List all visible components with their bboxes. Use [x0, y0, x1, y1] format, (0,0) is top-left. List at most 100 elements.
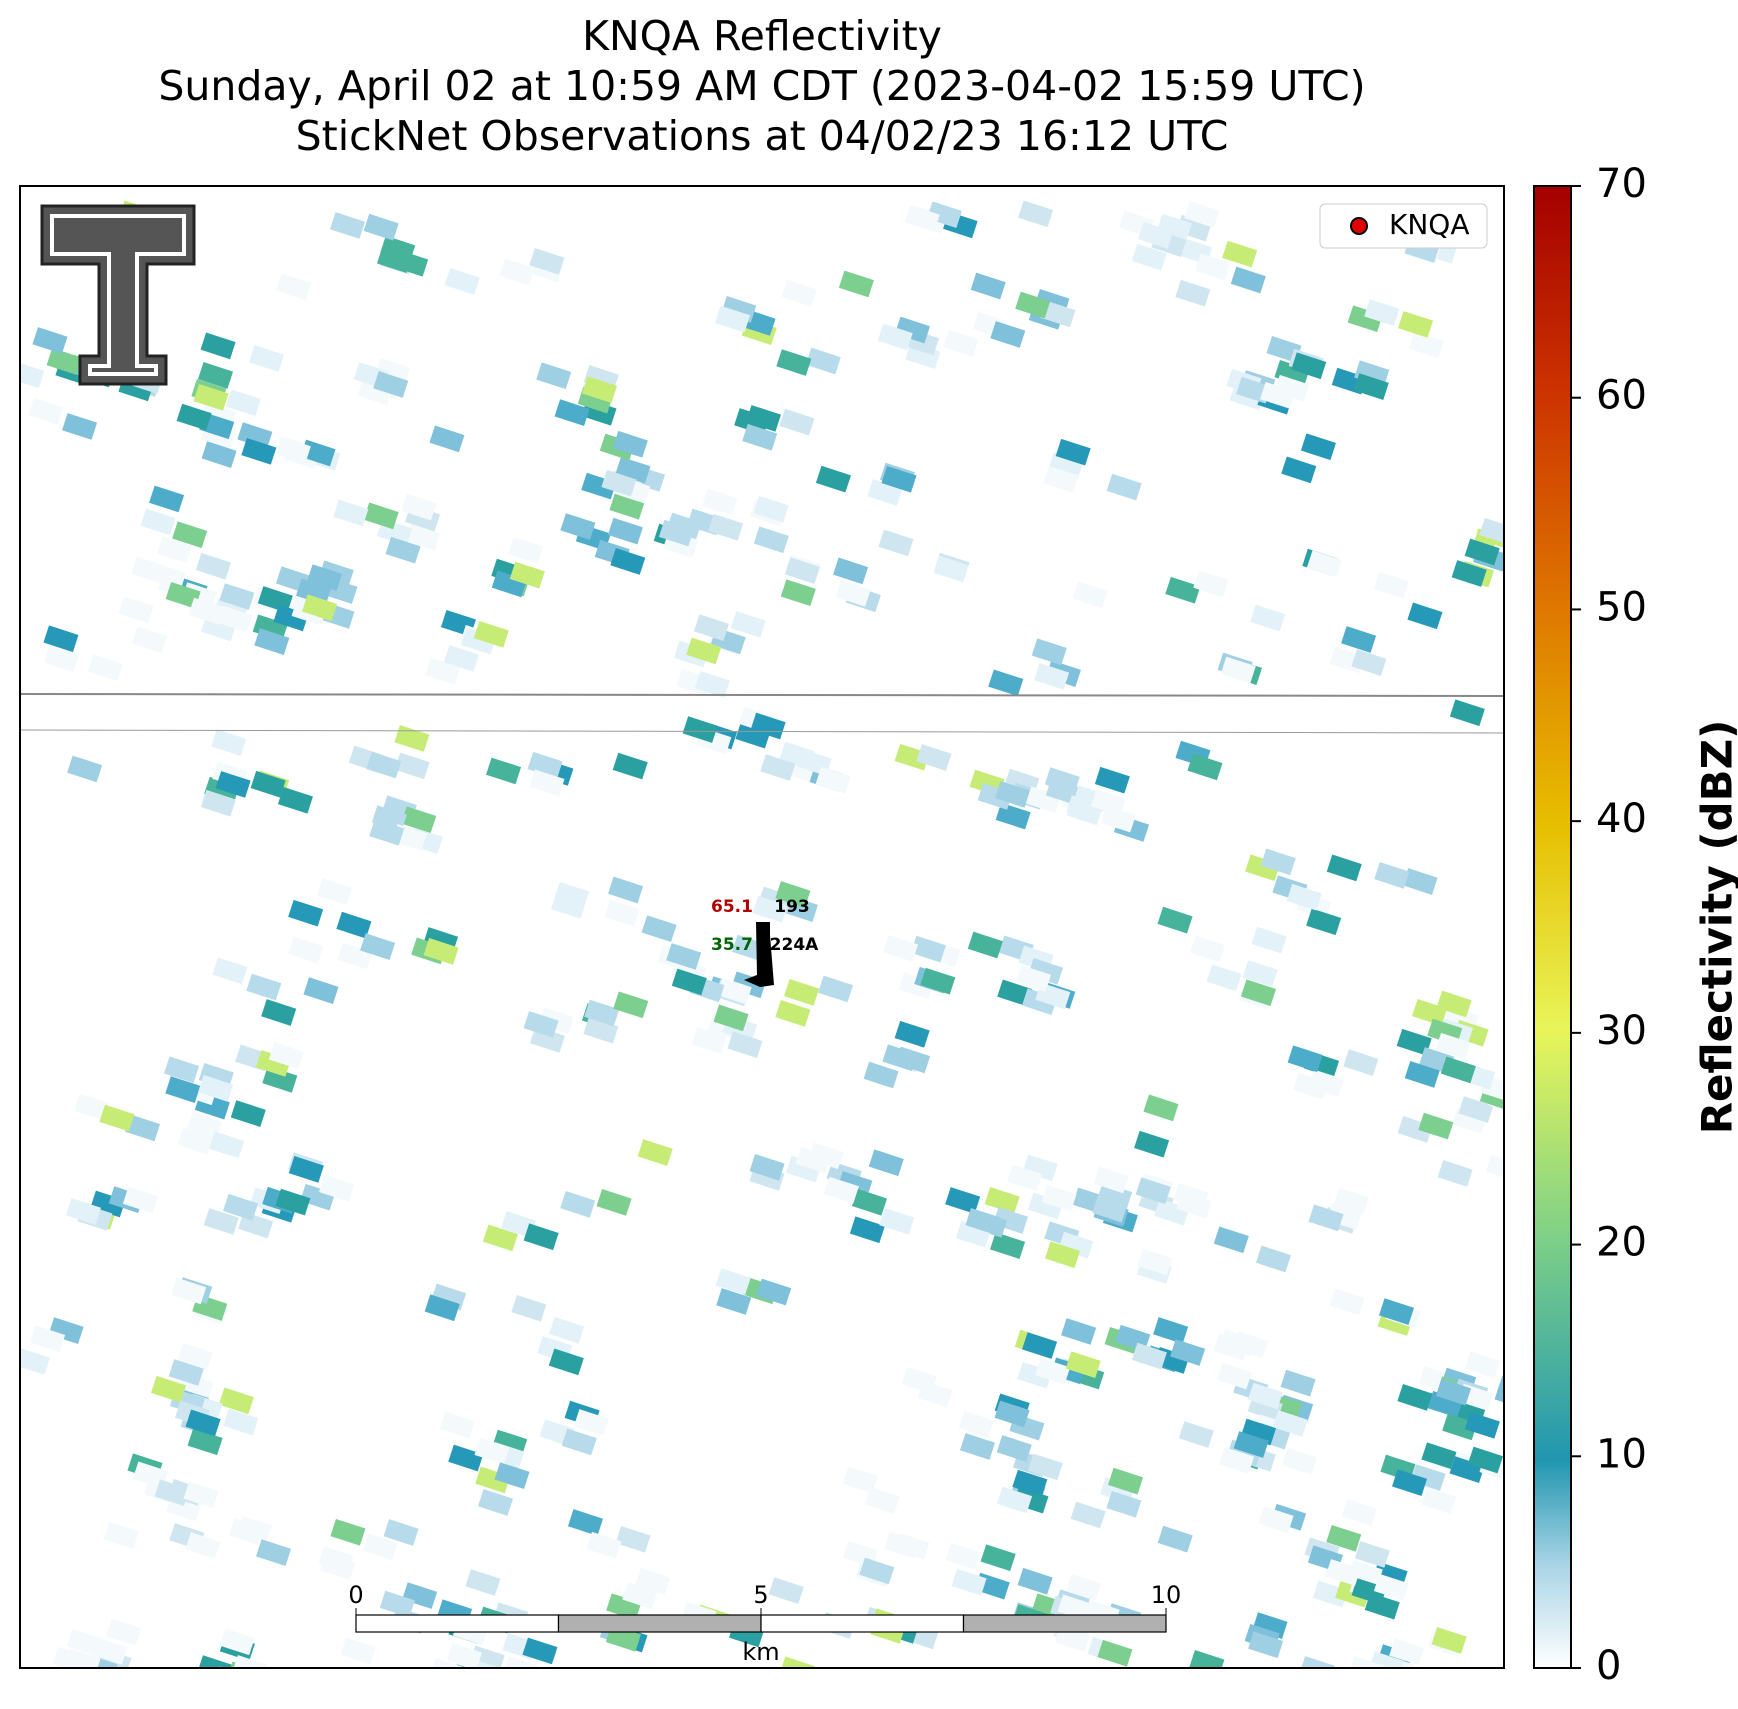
subtitle: StickNet Observations at 04/02/23 16:12 …: [296, 112, 1229, 160]
radar-pixel: [1329, 1288, 1364, 1315]
radar-pixel: [782, 280, 817, 307]
radar-pixel: [1193, 571, 1228, 598]
radar-pixel: [816, 466, 851, 493]
radar-pixel: [818, 976, 853, 1003]
radar-pixel: [549, 1317, 584, 1344]
scale-segment: [559, 1615, 762, 1632]
radar-pixel: [1398, 311, 1433, 338]
colorbar-tick-label: 50: [1596, 584, 1647, 630]
radar-pixel: [683, 716, 718, 743]
radar-pixel: [317, 878, 352, 905]
radar-pixel: [610, 548, 645, 575]
radar-pixel: [429, 425, 464, 452]
radar-pixel: [478, 1489, 513, 1516]
radar-pixel: [1022, 1332, 1057, 1359]
radar-pixel: [894, 1533, 929, 1560]
radar-pixel: [394, 725, 429, 752]
radar-pixel: [574, 1409, 609, 1436]
radar-pixel: [1221, 657, 1256, 684]
radar-pixel: [1097, 1640, 1132, 1667]
radar-pixel: [764, 1689, 799, 1705]
radar-pixel: [613, 753, 648, 780]
radar-pixel: [694, 614, 729, 641]
colorbar-ramp: [1534, 186, 1571, 1668]
radar-pixel: [223, 1409, 258, 1436]
radar-pixel: [597, 1189, 632, 1216]
scale-segment: [761, 1615, 964, 1632]
radar-pixel: [990, 321, 1025, 348]
radar-pixel: [1287, 884, 1322, 911]
radar-pixel: [1190, 935, 1225, 962]
radar-pixel: [465, 1569, 500, 1596]
radar-pixel: [549, 1349, 584, 1376]
radar-pixel: [71, 1680, 106, 1705]
radar-pixel: [28, 398, 63, 425]
radar-pixel: [1281, 1370, 1316, 1397]
radar-pixel: [330, 1519, 365, 1546]
radar-pixel: [1207, 964, 1242, 991]
radar-pixel: [727, 1031, 762, 1058]
radar-pixel: [141, 509, 176, 536]
radar-pixel: [303, 977, 338, 1004]
radar-pixel: [1301, 433, 1336, 460]
radar-pixel: [486, 758, 521, 785]
radar-pixel: [959, 1411, 994, 1438]
radar-pixel: [88, 654, 123, 681]
wind-direction: 193: [774, 897, 810, 917]
radar-pixel: [943, 330, 978, 357]
radar-pixel: [1256, 1246, 1291, 1273]
radar-pixel: [1189, 1650, 1224, 1677]
station-id: 224A: [770, 935, 819, 955]
radar-pixel: [104, 1522, 139, 1549]
radar-pixel: [201, 332, 236, 359]
radar-pixel: [568, 1509, 603, 1536]
radar-pixel: [1153, 1317, 1188, 1344]
radar-pixel: [330, 212, 365, 239]
radar-pixel: [536, 362, 571, 389]
temperature: 65.1: [711, 897, 753, 917]
radar-pixel: [562, 1429, 597, 1456]
radar-pixel: [1300, 1656, 1335, 1683]
radar-pixel: [1343, 1049, 1378, 1076]
radar-pixel: [702, 489, 737, 516]
radar-pixel: [1374, 572, 1409, 599]
radar-pixel: [1106, 1491, 1141, 1518]
radar-pixel: [261, 999, 296, 1026]
radar-pixel: [1061, 1318, 1096, 1345]
radar-pixel: [211, 729, 246, 756]
radar-pixel: [878, 530, 913, 557]
radar-pixel: [32, 327, 67, 354]
radar-pixel: [735, 1699, 770, 1705]
radar-pixel: [119, 597, 154, 624]
radar-pixel: [440, 1412, 475, 1439]
radar-pixel: [586, 1532, 621, 1559]
radar-pixel: [934, 556, 969, 583]
radar-pixel: [1342, 1499, 1377, 1526]
boundary-line: [20, 694, 1504, 696]
radar-pixel: [731, 611, 766, 638]
radar-pixel: [608, 518, 643, 545]
radar-pixel: [465, 1667, 500, 1694]
radar-pixel: [990, 1232, 1025, 1259]
radar-pixel: [850, 1216, 885, 1243]
radar-pixel: [213, 1666, 248, 1693]
radar-pixel: [1018, 1568, 1053, 1595]
radar-pixel: [47, 348, 82, 375]
radar-pixel: [389, 1694, 424, 1705]
title: KNQA Reflectivity: [582, 12, 942, 60]
colorbar-tick-label: 20: [1596, 1220, 1647, 1266]
radar-pixel: [960, 1433, 995, 1460]
radar-pixel: [395, 753, 430, 780]
radar-pixel: [883, 935, 918, 962]
radar-pixel: [902, 1367, 937, 1394]
legend-marker: [1351, 218, 1367, 234]
radar-pixel: [511, 1295, 546, 1322]
radar-pixel: [231, 1100, 266, 1127]
colorbar-tick-label: 0: [1596, 1643, 1621, 1689]
radar-pixel: [708, 514, 743, 541]
radar-pixel: [83, 1669, 118, 1696]
radar-pixel: [843, 1466, 878, 1493]
radar-pixel: [642, 915, 677, 942]
radar-pixel: [981, 1544, 1016, 1571]
